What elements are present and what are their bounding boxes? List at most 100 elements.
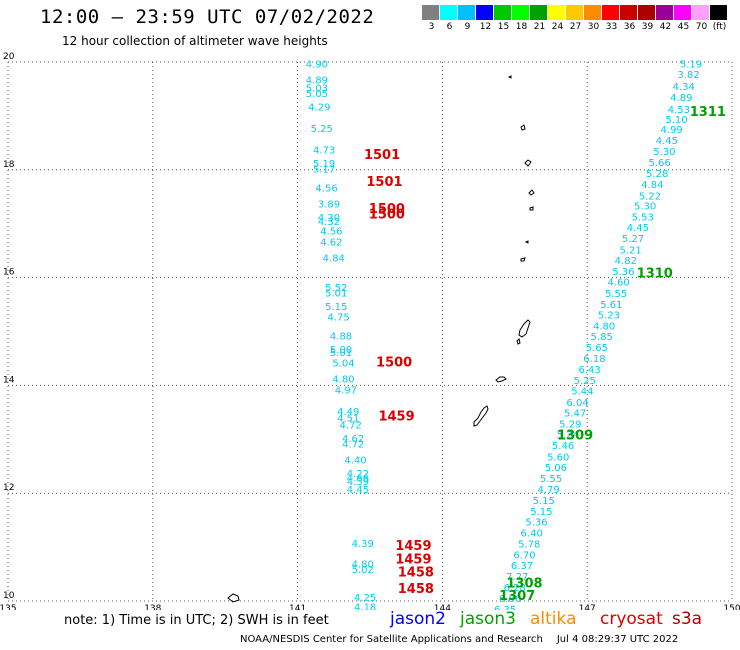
swh-value: 5.85 [591,332,613,343]
swh-value: 5.60 [547,452,569,463]
pass-time-label-cryosat: 1459 [395,552,431,567]
swh-value: 5.27 [622,234,644,245]
swh-value: 5.52 [325,283,347,294]
swh-value: 4.72 [342,439,364,450]
pass-time-label-cryosat: 1459 [378,409,414,424]
lon-tick-label: 138 [144,604,161,610]
swh-value: 5.05 [306,89,328,100]
swh-value: 5.01 [325,288,347,299]
swh-value: 4.66 [347,473,369,484]
swh-value: 4.45 [627,223,649,234]
color-swatch [584,5,601,20]
swh-value: 5.46 [552,441,574,452]
swh-value: 4.53 [668,105,690,116]
color-swatch [440,5,457,20]
color-scale-label: 27 [569,22,582,32]
swh-value: 4.22 [347,469,369,480]
swh-value: 4.90 [306,59,328,70]
color-scale-label: 42 [659,22,672,32]
swh-value: 5.15 [533,496,555,507]
swh-value: 4.49 [337,407,359,418]
color-swatch [530,5,547,20]
swh-track-east: 5.193.824.344.894.535.104.994.455.305.66… [494,59,702,610]
swh-value: 3.89 [318,200,340,211]
swh-value: 6.18 [583,354,605,365]
swh-value: 5.03 [306,84,328,95]
legend-altika: altika [530,609,577,629]
swh-value: 6.37 [511,561,533,572]
lon-tick-label: 141 [289,604,306,610]
swh-value: 6.04 [566,398,588,409]
lon-tick-label: 144 [434,604,451,610]
pass-time-label-cryosat: 1500 [369,202,405,217]
pagan-island [528,189,535,196]
color-scale-label: 33 [605,22,618,32]
color-swatch [548,5,565,20]
swh-value: 5.55 [605,289,627,300]
color-scale-label: 3 [428,22,435,32]
pass-time-label-cryosat: 1500 [369,207,405,222]
swh-value: 5.61 [600,300,622,311]
maug-island [507,75,512,79]
swh-value: 5.01 [330,348,352,359]
color-scale-label: 70 [695,22,708,32]
swh-value: 4.72 [340,421,362,432]
pass-time-label-cryosat: 1459 [395,539,431,554]
swh-value: 5.17 [313,164,335,175]
swh-value: 5.53 [632,212,654,223]
swh-value: 4.97 [335,385,357,396]
color-scale-label: 36 [623,22,636,32]
agrihan-island [524,159,532,167]
swh-value: 4.59 [347,477,369,488]
alamagan-island [529,206,534,211]
legend-jason3: jason3 [460,609,516,629]
swh-value: 4.30 [318,213,340,224]
asuncion-island [520,124,526,131]
swh-value: 4.84 [641,180,663,191]
lat-tick-label: 12 [3,483,14,493]
map-title: 12:00 — 23:59 UTC 07/02/2022 [40,6,375,28]
swh-value: 4.84 [323,253,345,264]
lat-tick-label: 14 [3,375,15,385]
swh-value: 5.15 [530,507,552,518]
satellite-legend: jason2 jason3 altika cryosat s3a [0,609,740,629]
legend-s3a: s3a [672,609,703,629]
guam-island [473,405,489,427]
pass-time-label-cryosat: 1500 [376,356,412,371]
swh-track-west: 4.90 4.895.035.05 4.29 5.25 4.73 5.195.17 4.56… [306,59,377,610]
swh-value: 5.36 [525,518,547,529]
swh-value: 4.80 [352,560,374,571]
swh-value: 5.30 [653,147,675,158]
swh-value: 5.19 [313,159,335,170]
color-swatch [620,5,637,20]
swh-value: 4.99 [661,125,683,136]
swh-value: 4.29 [308,103,330,114]
swh-value: 4.18 [354,603,376,610]
color-scale-label: 6 [446,22,453,32]
pass-time-label-jason3: 1311 [690,105,726,120]
note-text: note: 1) Time is in UTC; 2) SWH is in fe… [64,613,329,628]
color-swatch [512,5,529,20]
swh-value: 6.28 [504,583,526,594]
lon-tick-label: 150 [723,604,740,610]
swh-value: 4.40 [344,456,366,467]
swh-value: 6.43 [578,365,600,376]
color-swatch [476,5,493,20]
color-swatch [422,5,439,20]
lat-tick-label: 16 [3,268,15,278]
swh-value: 5.06 [545,463,567,474]
swh-value: 4.45 [656,136,678,147]
swh-value: 5.25 [311,124,333,135]
swh-value: 5.65 [586,343,608,354]
color-scale-label: (ft) [712,22,727,32]
swh-value: 5.23 [598,311,620,322]
map-subtitle: 12 hour collection of altimeter wave hei… [62,34,328,48]
color-swatch [692,5,709,20]
anatahan-island [520,257,526,262]
swh-value: 4.88 [330,332,352,343]
rota-island [495,376,507,383]
lon-tick-label: 147 [579,604,596,610]
credit-line: NOAA/NESDIS Center for Satellite Applica… [240,634,678,645]
swh-value: 4.89 [670,93,692,104]
